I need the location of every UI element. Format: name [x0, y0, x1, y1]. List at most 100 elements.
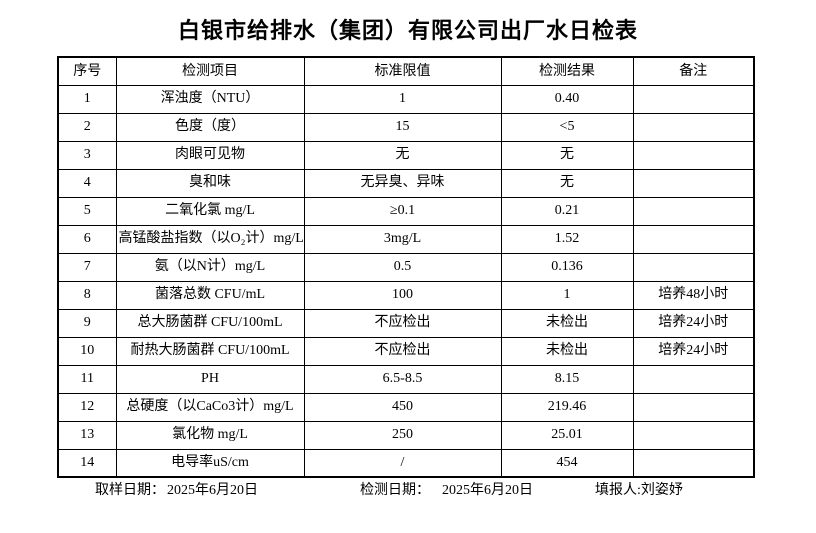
test-result-cell: 1.52	[500, 224, 634, 254]
item-name-cell: 氨（以N计）mg/L	[115, 252, 305, 282]
row-number-cell: 3	[57, 140, 117, 170]
test-result-cell: 25.01	[500, 420, 634, 450]
standard-limit-cell: 无	[303, 140, 502, 170]
item-name-cell: 色度（度）	[115, 112, 305, 142]
row-number-cell: 1	[57, 84, 117, 114]
test-date-value: 2025年6月20日	[442, 483, 533, 498]
standard-limit-cell: 100	[303, 280, 502, 310]
inspection-table: 序号 检测项目 标准限值 检测结果 备注 1 浑浊度（NTU） 1 0.40 2 色度（度…	[57, 56, 755, 478]
row-number-cell: 5	[57, 196, 117, 226]
page-title: 白银市给排水（集团）有限公司出厂水日检表	[177, 18, 638, 43]
sample-date-label: 取样日期：	[95, 483, 165, 498]
row-number-cell: 12	[57, 392, 117, 422]
item-name-cell: 总大肠菌群 CFU/100mL	[115, 308, 305, 338]
test-result-cell: 无	[500, 140, 634, 170]
remark-cell	[632, 112, 755, 142]
item-name-cell: 浑浊度（NTU）	[115, 84, 305, 114]
column-header-item: 检测项目	[115, 56, 305, 86]
table-row: 5 二氧化氯 mg/L ≥0.1 0.21	[57, 196, 755, 226]
item-name-cell: PH	[115, 364, 305, 394]
table-row: 8 菌落总数 CFU/mL 100 1 培养48小时	[57, 280, 755, 310]
remark-cell: 培养24小时	[632, 336, 755, 366]
remark-cell	[632, 420, 755, 450]
standard-limit-cell: /	[303, 448, 502, 478]
reporter-name: 刘姿妤	[640, 483, 683, 498]
test-result-cell: 219.46	[500, 392, 634, 422]
table-header-row: 序号 检测项目 标准限值 检测结果 备注	[57, 56, 755, 86]
item-name-cell: 二氧化氯 mg/L	[115, 196, 305, 226]
standard-limit-cell: 无异臭、异味	[303, 168, 502, 198]
table-row: 13 氯化物 mg/L 250 25.01	[57, 420, 755, 450]
reporter-label: 填报人:	[595, 483, 641, 498]
test-result-cell: 0.21	[500, 196, 634, 226]
table-row: 10 耐热大肠菌群 CFU/100mL 不应检出 未检出 培养24小时	[57, 336, 755, 366]
standard-limit-cell: 450	[303, 392, 502, 422]
row-number-cell: 13	[57, 420, 117, 450]
test-date: 检测日期： 2025年6月20日	[360, 479, 533, 503]
report-footer: 取样日期： 2025年6月20日 检测日期： 2025年6月20日 填报人:刘姿妤	[0, 479, 816, 503]
column-header-note: 备注	[632, 56, 755, 86]
row-number-cell: 10	[57, 336, 117, 366]
standard-limit-cell: 1	[303, 84, 502, 114]
remark-cell: 培养48小时	[632, 280, 755, 310]
remark-cell	[632, 84, 755, 114]
standard-limit-cell: 不应检出	[303, 308, 502, 338]
reporter: 填报人:刘姿妤	[595, 479, 683, 503]
row-number-cell: 8	[57, 280, 117, 310]
item-name-cell: 氯化物 mg/L	[115, 420, 305, 450]
item-name-cell: 总硬度（以CaCo3计）mg/L	[115, 392, 305, 422]
test-result-cell: 0.40	[500, 84, 634, 114]
remark-cell	[632, 392, 755, 422]
sample-date: 取样日期： 2025年6月20日	[95, 479, 258, 503]
standard-limit-cell: 0.5	[303, 252, 502, 282]
sample-date-value: 2025年6月20日	[167, 483, 258, 498]
table-row: 2 色度（度） 15 <5	[57, 112, 755, 142]
row-number-cell: 14	[57, 448, 117, 478]
row-number-cell: 2	[57, 112, 117, 142]
remark-cell	[632, 448, 755, 478]
standard-limit-cell: 250	[303, 420, 502, 450]
row-number-cell: 4	[57, 168, 117, 198]
item-name-cell: 肉眼可见物	[115, 140, 305, 170]
column-header-limit: 标准限值	[303, 56, 502, 86]
row-number-cell: 11	[57, 364, 117, 394]
remark-cell	[632, 364, 755, 394]
item-name-cell: 耐热大肠菌群 CFU/100mL	[115, 336, 305, 366]
row-number-cell: 7	[57, 252, 117, 282]
test-result-cell: 未检出	[500, 308, 634, 338]
column-header-result: 检测结果	[500, 56, 634, 86]
table-row: 14 电导率uS/cm/454	[57, 448, 755, 478]
test-result-cell: <5	[500, 112, 634, 142]
column-header-no: 序号	[57, 56, 117, 86]
remark-cell	[632, 252, 755, 282]
test-result-cell: 1	[500, 280, 634, 310]
remark-cell: 培养24小时	[632, 308, 755, 338]
test-result-cell: 8.15	[500, 364, 634, 394]
item-name-cell: 高锰酸盐指数（以O₂计）mg/L	[115, 224, 305, 254]
item-name-cell: 臭和味	[115, 168, 305, 198]
table-row: 3 肉眼可见物无无	[57, 140, 755, 170]
table-row: 4 臭和味 无异臭、异味无	[57, 168, 755, 198]
remark-cell	[632, 224, 755, 254]
item-name-cell: 电导率uS/cm	[115, 448, 305, 478]
table-body: 1 浑浊度（NTU） 1 0.40 2 色度（度） 15 <5 3 肉眼可见物无无 4 臭和味 无异臭、…	[57, 84, 755, 478]
standard-limit-cell: 3mg/L	[303, 224, 502, 254]
remark-cell	[632, 140, 755, 170]
test-date-label: 检测日期：	[360, 483, 430, 498]
remark-cell	[632, 196, 755, 226]
row-number-cell: 9	[57, 308, 117, 338]
test-result-cell: 无	[500, 168, 634, 198]
standard-limit-cell: ≥0.1	[303, 196, 502, 226]
table-row: 9 总大肠菌群 CFU/100mL 不应检出 未检出 培养24小时	[57, 308, 755, 338]
row-number-cell: 6	[57, 224, 117, 254]
standard-limit-cell: 6.5-8.5	[303, 364, 502, 394]
standard-limit-cell: 不应检出	[303, 336, 502, 366]
table-row: 11 PH 6.5-8.5 8.15	[57, 364, 755, 394]
item-name-cell: 菌落总数 CFU/mL	[115, 280, 305, 310]
table-row: 7 氨（以N计）mg/L 0.5 0.136	[57, 252, 755, 282]
table-row: 6 高锰酸盐指数（以O₂计）mg/L 3mg/L 1.52	[57, 224, 755, 254]
test-result-cell: 454	[500, 448, 634, 478]
test-result-cell: 未检出	[500, 336, 634, 366]
remark-cell	[632, 168, 755, 198]
